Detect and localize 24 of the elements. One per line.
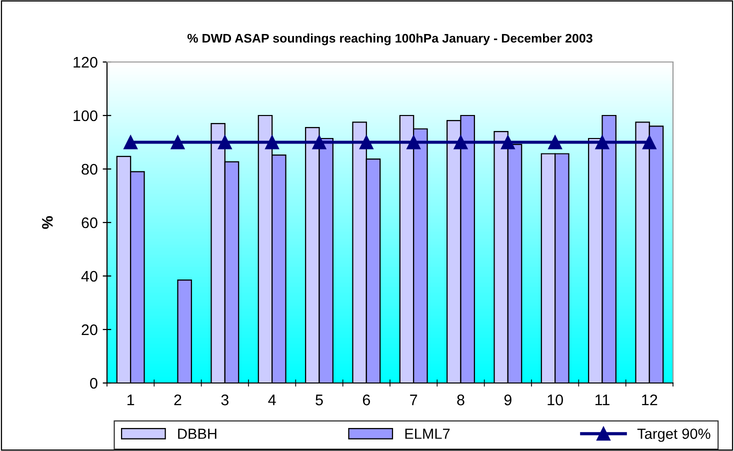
x-tick-label: 7 — [410, 394, 418, 406]
x-tick-label: 6 — [362, 394, 370, 406]
x-tick-label: 11 — [595, 394, 610, 406]
x-tick-label: 1 — [128, 394, 134, 406]
y-tick-label: 120 — [74, 56, 98, 68]
x-tick-label: 4 — [268, 394, 276, 406]
y-tick-label: 40 — [81, 270, 98, 282]
x-tick-label: 2 — [174, 394, 182, 406]
y-tick-label: 80 — [82, 164, 98, 175]
y-tick-label: 60 — [82, 217, 98, 228]
chart-title: % DWD ASAP soundings reaching 100hPa January - December 2003 — [187, 33, 592, 46]
x-tick-label: 12 — [642, 394, 658, 406]
y-tick-label: 100 — [74, 110, 98, 122]
legend-label: ELML7 — [405, 428, 450, 439]
y-tick-label: 0 — [90, 378, 98, 389]
x-tick-label: 8 — [457, 394, 464, 406]
y-tick-label: 20 — [82, 324, 98, 336]
legend-label: DBBH — [178, 428, 216, 439]
x-tick-label: 5 — [316, 394, 323, 406]
x-tick-label: 3 — [221, 394, 228, 406]
x-tick-label: 10 — [548, 394, 563, 406]
legend-label: Target 90% — [637, 428, 710, 442]
y-axis-title: % — [42, 216, 53, 229]
x-tick-label: 9 — [504, 394, 512, 406]
